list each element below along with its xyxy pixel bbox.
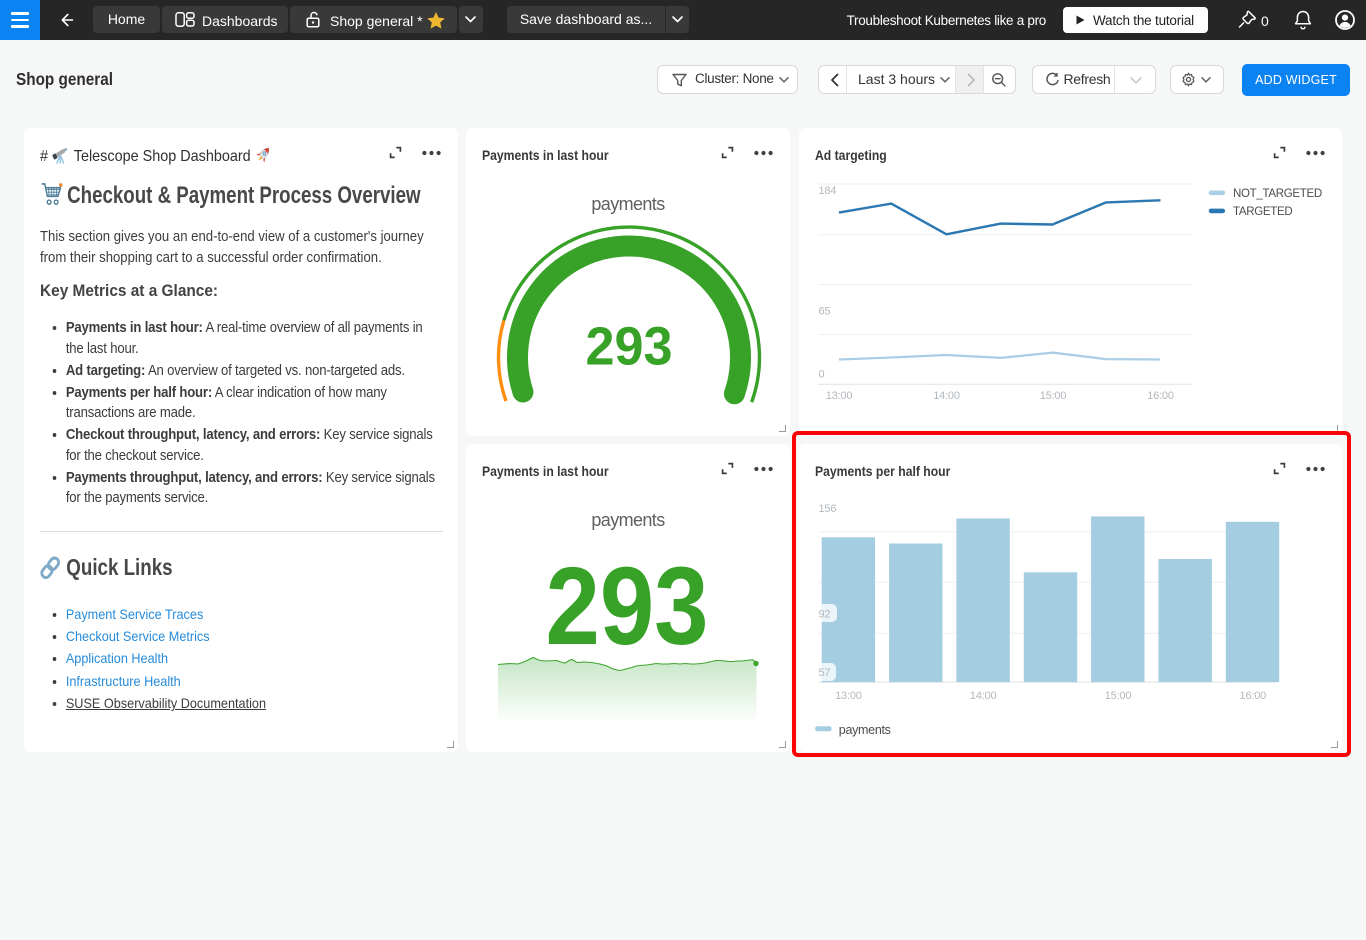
svg-text:16:00: 16:00 (1147, 390, 1174, 402)
svg-text:0: 0 (819, 369, 825, 381)
svg-text:16:00: 16:00 (1240, 690, 1267, 702)
svg-text:13:00: 13:00 (826, 390, 853, 402)
svg-text:184: 184 (819, 185, 837, 197)
svg-text:15:00: 15:00 (1105, 690, 1132, 702)
svg-text:14:00: 14:00 (933, 390, 960, 402)
svg-text:57: 57 (819, 667, 831, 679)
svg-text:293: 293 (586, 317, 673, 377)
svg-text:TARGETED: TARGETED (1233, 206, 1292, 218)
svg-text:14:00: 14:00 (970, 690, 997, 702)
svg-text:NOT_TARGETED: NOT_TARGETED (1233, 188, 1322, 200)
svg-text:293: 293 (546, 545, 709, 668)
svg-text:15:00: 15:00 (1040, 390, 1067, 402)
svg-text:65: 65 (819, 306, 831, 318)
svg-text:92: 92 (819, 609, 831, 621)
svg-text:156: 156 (819, 503, 837, 515)
svg-text:13:00: 13:00 (835, 690, 862, 702)
svg-text:payments: payments (839, 723, 891, 737)
